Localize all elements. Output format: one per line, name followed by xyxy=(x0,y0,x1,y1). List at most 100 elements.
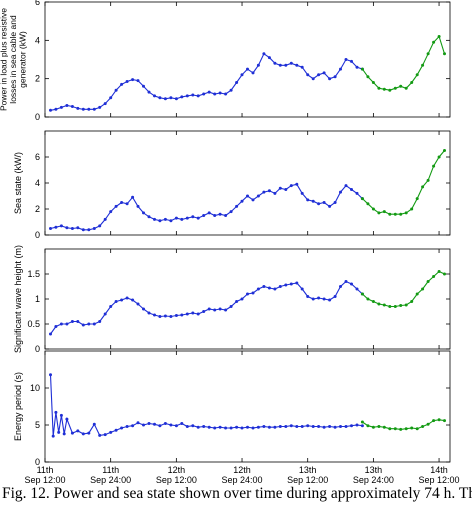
data-point xyxy=(437,155,441,159)
data-point xyxy=(81,432,85,436)
data-point xyxy=(120,426,124,430)
x-tick-label: Sep 12:00 xyxy=(24,475,65,485)
data-point xyxy=(202,310,206,313)
y-tick-label: 0.5 xyxy=(27,319,40,329)
data-point xyxy=(180,217,184,221)
data-point xyxy=(399,84,403,88)
data-point xyxy=(415,73,419,77)
x-tick-label: 14th xyxy=(430,465,448,475)
data-point xyxy=(328,77,332,81)
data-point xyxy=(328,298,332,302)
data-point xyxy=(207,425,211,429)
data-point xyxy=(49,108,52,112)
data-point xyxy=(421,287,425,291)
data-point xyxy=(59,413,63,417)
data-point xyxy=(235,204,239,208)
data-point xyxy=(81,107,85,111)
data-point xyxy=(284,425,288,428)
data-point xyxy=(207,211,211,215)
data-point xyxy=(350,282,353,286)
y-tick-label: 1 xyxy=(35,294,40,304)
data-point xyxy=(131,424,135,428)
data-point xyxy=(65,322,69,326)
data-point xyxy=(70,105,74,108)
data-point xyxy=(240,73,244,77)
y-tick-label: 0 xyxy=(35,344,40,354)
data-point xyxy=(262,52,266,56)
data-point xyxy=(103,102,107,106)
data-point xyxy=(317,202,321,206)
data-point xyxy=(333,75,337,79)
y-axis-label: Power in load plus resistive xyxy=(0,8,9,111)
data-point xyxy=(300,425,304,428)
data-point xyxy=(388,427,392,431)
y-tick-label: 0 xyxy=(35,230,40,240)
data-point xyxy=(70,227,74,230)
data-point xyxy=(426,178,430,182)
data-point xyxy=(262,190,266,194)
data-point xyxy=(311,425,315,428)
data-point xyxy=(344,58,348,61)
data-point xyxy=(158,315,162,318)
data-point xyxy=(169,423,173,427)
data-point xyxy=(240,426,244,430)
data-point xyxy=(125,80,129,83)
data-point xyxy=(393,86,397,90)
data-point xyxy=(355,191,359,195)
y-tick-label: 0 xyxy=(35,112,40,122)
data-point xyxy=(246,194,249,198)
data-point xyxy=(57,430,61,434)
data-point xyxy=(114,428,118,432)
data-point xyxy=(185,94,189,98)
data-point xyxy=(109,430,113,434)
data-point xyxy=(377,425,381,428)
data-point xyxy=(213,92,217,96)
data-point xyxy=(76,226,80,230)
data-point xyxy=(153,422,156,426)
data-point xyxy=(360,420,364,424)
data-point xyxy=(382,87,386,91)
data-point xyxy=(377,211,381,215)
data-point xyxy=(300,191,304,195)
data-point xyxy=(289,424,293,428)
data-point xyxy=(289,282,293,286)
data-point xyxy=(295,425,299,428)
data-point xyxy=(278,63,282,67)
data-point xyxy=(415,197,419,201)
data-point xyxy=(322,425,326,429)
data-point xyxy=(229,426,233,430)
x-tick-label: 12th xyxy=(168,465,186,475)
data-point xyxy=(278,285,282,288)
x-tick-label: Sep 24:00 xyxy=(222,475,263,485)
data-point xyxy=(191,311,195,315)
data-point xyxy=(191,93,195,97)
data-point xyxy=(163,314,167,318)
data-point xyxy=(371,300,375,303)
x-tick-label: 11th xyxy=(102,465,119,475)
data-point xyxy=(393,212,397,216)
data-point xyxy=(163,422,167,425)
data-point xyxy=(180,95,184,99)
data-point xyxy=(410,81,414,84)
data-point xyxy=(224,308,228,312)
data-point xyxy=(87,322,91,326)
data-point xyxy=(306,198,310,202)
data-point xyxy=(131,195,135,199)
data-point xyxy=(366,202,370,206)
data-point xyxy=(273,287,277,291)
data-point xyxy=(49,332,52,336)
data-point xyxy=(218,425,222,429)
data-point xyxy=(300,65,304,69)
data-point xyxy=(437,35,441,38)
data-point xyxy=(360,292,364,296)
data-point xyxy=(196,216,200,220)
x-tick-label: Sep 24:00 xyxy=(90,475,131,485)
data-point xyxy=(300,287,304,291)
data-point xyxy=(240,199,244,203)
x-tick-label: 11th xyxy=(37,465,54,475)
data-point xyxy=(158,96,162,100)
data-point xyxy=(262,285,266,288)
data-point xyxy=(322,71,326,75)
data-point xyxy=(360,67,364,71)
